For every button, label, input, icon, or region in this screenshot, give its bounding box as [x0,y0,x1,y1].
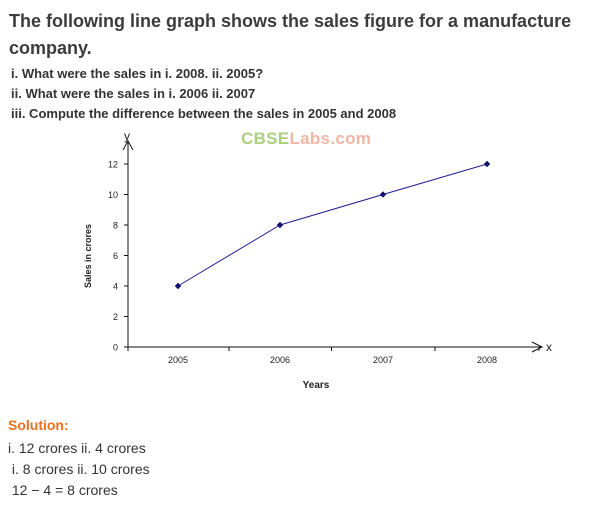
y-axis-letter: y [124,129,130,143]
y-tick-label: 10 [108,190,118,200]
x-tick-label: 2005 [168,355,188,365]
chart-axes [122,139,544,353]
watermark-part-b: Labs.com [289,129,372,148]
question-list: i. What were the sales in i. 2008. ii. 2… [11,64,396,124]
solution-line: i. 12 crores ii. 4 crores [8,440,146,456]
y-tick-label: 4 [113,282,118,292]
question-title: The following line graph shows the sales… [9,11,572,58]
solution-heading: Solution: [8,417,69,433]
watermark-logo: CBSELabs.com [241,129,371,149]
question-item: i. What were the sales in i. 2008. ii. 2… [11,66,264,81]
chart-series [174,160,491,290]
question-item: iii. Compute the difference between the … [11,106,397,121]
y-tick-label: 0 [113,343,118,353]
solution-lines: i. 12 crores ii. 4 crores i. 8 crores ii… [8,438,150,501]
question-item: ii. What were the sales in i. 2006 ii. 2… [11,86,256,101]
series-line [177,163,488,287]
y-tick-label: 2 [113,312,118,322]
x-tick-label: 2006 [270,355,290,365]
watermark-part-a: CBSE [241,129,290,148]
x-tick-label: 2007 [373,355,393,365]
data-point [379,191,387,198]
y-tick-label: 12 [108,160,118,170]
x-axis-letter: x [546,340,552,354]
x-tick-label: 2008 [477,355,497,365]
y-axis-arrow [122,139,134,151]
y-tick-label: 6 [113,251,118,261]
y-tick-label: 8 [113,221,118,231]
data-point [276,221,284,229]
data-point [174,282,182,290]
x-axis-title: Years [303,380,330,391]
y-axis-title: Sales in crores [83,224,93,288]
data-point [483,160,491,168]
chart-labels: y x 0 2 4 6 8 10 12 2005 2006 2007 2008 Years Sales in… [83,129,552,391]
x-axis-arrow [531,341,544,353]
solution-line: i. 8 crores ii. 10 crores [8,461,150,477]
solution-line: 12 − 4 = 8 crores [8,482,118,498]
chart-ticks [124,163,540,351]
